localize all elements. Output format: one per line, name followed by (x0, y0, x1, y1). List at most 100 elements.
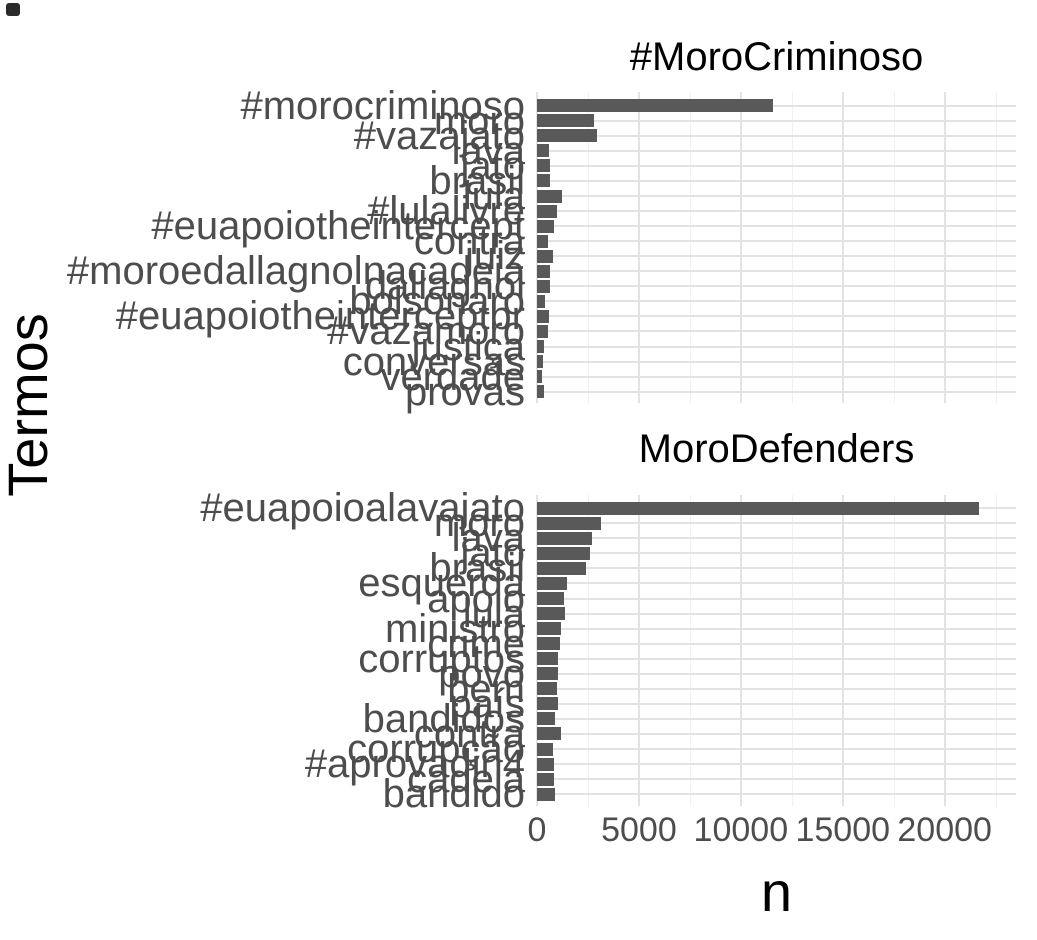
term-label: jato (460, 531, 526, 576)
term-label: corruptos (358, 636, 525, 681)
gridline-horizontal (537, 597, 1016, 600)
gridline-horizontal (537, 793, 1016, 796)
bar (537, 607, 566, 621)
bar (537, 546, 590, 560)
bar (537, 189, 563, 203)
bar (537, 294, 545, 308)
bar (537, 340, 544, 353)
gridline-horizontal (537, 195, 1016, 197)
gridline-minor-vertical (791, 494, 793, 806)
bar (537, 712, 555, 726)
x-tick-label: 5000 (601, 811, 677, 849)
bar (537, 204, 557, 218)
term-label: bandidos (362, 696, 525, 741)
term-label: #euapoiotheinterceptbr (115, 294, 525, 339)
term-label: bandido (382, 772, 525, 817)
bar (537, 385, 545, 399)
term-label: ministro (384, 606, 525, 651)
term-label: corrupção (347, 727, 525, 771)
term-label: lava (451, 516, 525, 561)
bar (537, 279, 551, 293)
bar (537, 576, 568, 590)
term-label: #moroedallagnolnacadeia (66, 249, 525, 294)
gridline-horizontal (537, 582, 1016, 585)
gridline-horizontal (537, 778, 1016, 781)
gridline-horizontal (537, 537, 1016, 540)
gridline-horizontal (537, 612, 1016, 615)
gridline-horizontal (537, 270, 1016, 273)
gridline-horizontal (537, 748, 1016, 750)
bar (537, 652, 558, 666)
term-label: provas (404, 369, 525, 414)
x-tick-label: 10000 (693, 811, 789, 849)
bar (537, 370, 543, 384)
gridline-horizontal (537, 763, 1016, 766)
term-label: lula (462, 174, 525, 218)
bar (537, 159, 551, 173)
y-axis-title: Termos (0, 313, 59, 497)
bar (537, 742, 554, 756)
term-label: brasil (429, 546, 525, 591)
bar (537, 622, 562, 636)
gridline-horizontal (537, 390, 1016, 393)
term-label: contra (413, 219, 525, 264)
gridline-horizontal (537, 642, 1016, 645)
bar (537, 757, 554, 771)
bar (537, 219, 555, 233)
gridline-horizontal (537, 717, 1016, 720)
bar (537, 355, 543, 369)
term-label: #lulalivre (367, 189, 525, 234)
gridline-major-vertical (739, 494, 742, 806)
gridline-horizontal (537, 627, 1016, 630)
bar (537, 667, 558, 681)
bar (537, 787, 556, 801)
bar (537, 531, 593, 545)
term-label: contra (413, 711, 525, 756)
bar (537, 637, 560, 651)
term-label: jato (460, 143, 526, 188)
gridline-minor-vertical (689, 92, 691, 403)
gridline-horizontal (537, 179, 1016, 182)
term-label: país (449, 681, 525, 726)
bar (537, 592, 565, 605)
gridline-horizontal (537, 255, 1016, 258)
bar (537, 682, 557, 696)
gridline-horizontal (537, 315, 1016, 318)
gridline-horizontal (537, 345, 1016, 348)
bar (537, 174, 551, 188)
gridline-major-vertical (943, 92, 946, 403)
gridline-minor-vertical (995, 494, 997, 806)
term-label: justiça (411, 324, 525, 369)
gridline-horizontal (537, 360, 1016, 363)
gridline-horizontal (537, 657, 1016, 660)
gridline-major-vertical (739, 92, 742, 403)
term-label: juiz (464, 234, 525, 279)
facet-title-morocriminoso: #MoroCriminoso (629, 35, 924, 79)
gridline-major-vertical (841, 494, 844, 806)
term-label: crime (427, 621, 525, 666)
term-label: moro (433, 501, 525, 546)
gridline-horizontal (537, 567, 1016, 570)
gridline-horizontal (537, 522, 1016, 525)
bar (537, 309, 550, 323)
gridline-minor-vertical (893, 92, 895, 403)
bar (537, 501, 980, 515)
gridline-horizontal (537, 240, 1016, 243)
gridline-horizontal (537, 330, 1016, 333)
term-label: #vazamoro (327, 309, 525, 354)
facet-panel (536, 92, 1016, 403)
gridline-minor-vertical (995, 92, 997, 403)
gridline-horizontal (537, 552, 1016, 555)
x-axis-title: n (760, 860, 793, 923)
x-tick-label: 0 (527, 811, 547, 849)
bar (537, 772, 554, 786)
term-label: lula (462, 591, 525, 636)
bar (537, 697, 558, 711)
gridline-major-vertical (943, 494, 946, 806)
term-label: dallagnol (364, 264, 525, 309)
x-tick-label: 15000 (795, 811, 891, 849)
gridline-horizontal (537, 687, 1016, 690)
gridline-horizontal (537, 164, 1016, 167)
gridline-horizontal (537, 225, 1016, 228)
